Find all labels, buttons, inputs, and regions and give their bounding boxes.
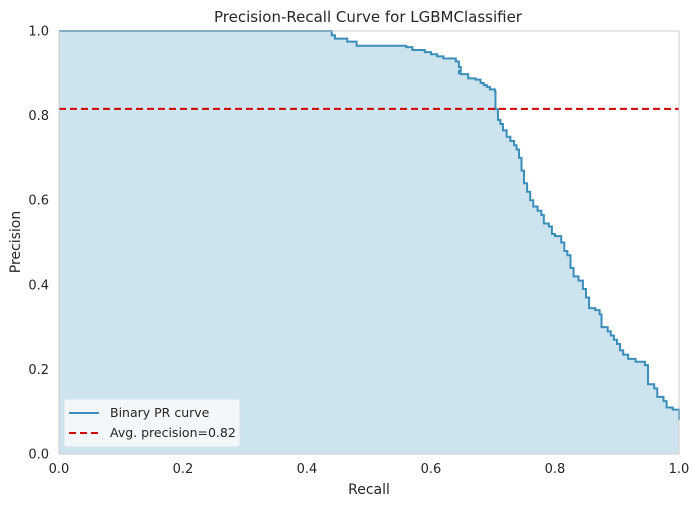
x-tick-label: 0.4 [297,462,318,477]
y-tick-label: 0.2 [28,363,49,378]
x-tick-label: 0.6 [421,462,442,477]
y-axis-ticks: 0.0 0.2 0.4 0.6 0.8 1.0 [28,25,49,463]
pr-curve-line [59,30,680,421]
y-axis-label: Precision [8,211,24,273]
x-tick-label: 0.8 [545,462,566,477]
pr-curve-fill [59,31,679,454]
x-tick-label: 1.0 [669,462,690,477]
x-tick-label: 0.0 [49,462,70,477]
plot-frame [58,30,680,455]
legend-box [63,398,241,448]
y-tick-label: 0.6 [28,194,49,209]
y-tick-label: 1.0 [28,25,49,40]
x-tick-label: 0.2 [173,462,194,477]
y-tick-label: 0.0 [28,448,49,463]
x-axis-label: Recall [348,482,390,498]
chart-title: Precision-Recall Curve for LGBMClassifie… [214,8,523,26]
y-tick-label: 0.8 [28,109,49,124]
legend-pr-label: Binary PR curve [110,405,210,420]
legend-avg-label: Avg. precision=0.82 [110,425,236,440]
x-axis-ticks: 0.0 0.2 0.4 0.6 0.8 1.0 [49,462,690,477]
y-tick-label: 0.4 [28,278,49,293]
legend: Binary PR curve Avg. precision=0.82 [63,398,241,448]
